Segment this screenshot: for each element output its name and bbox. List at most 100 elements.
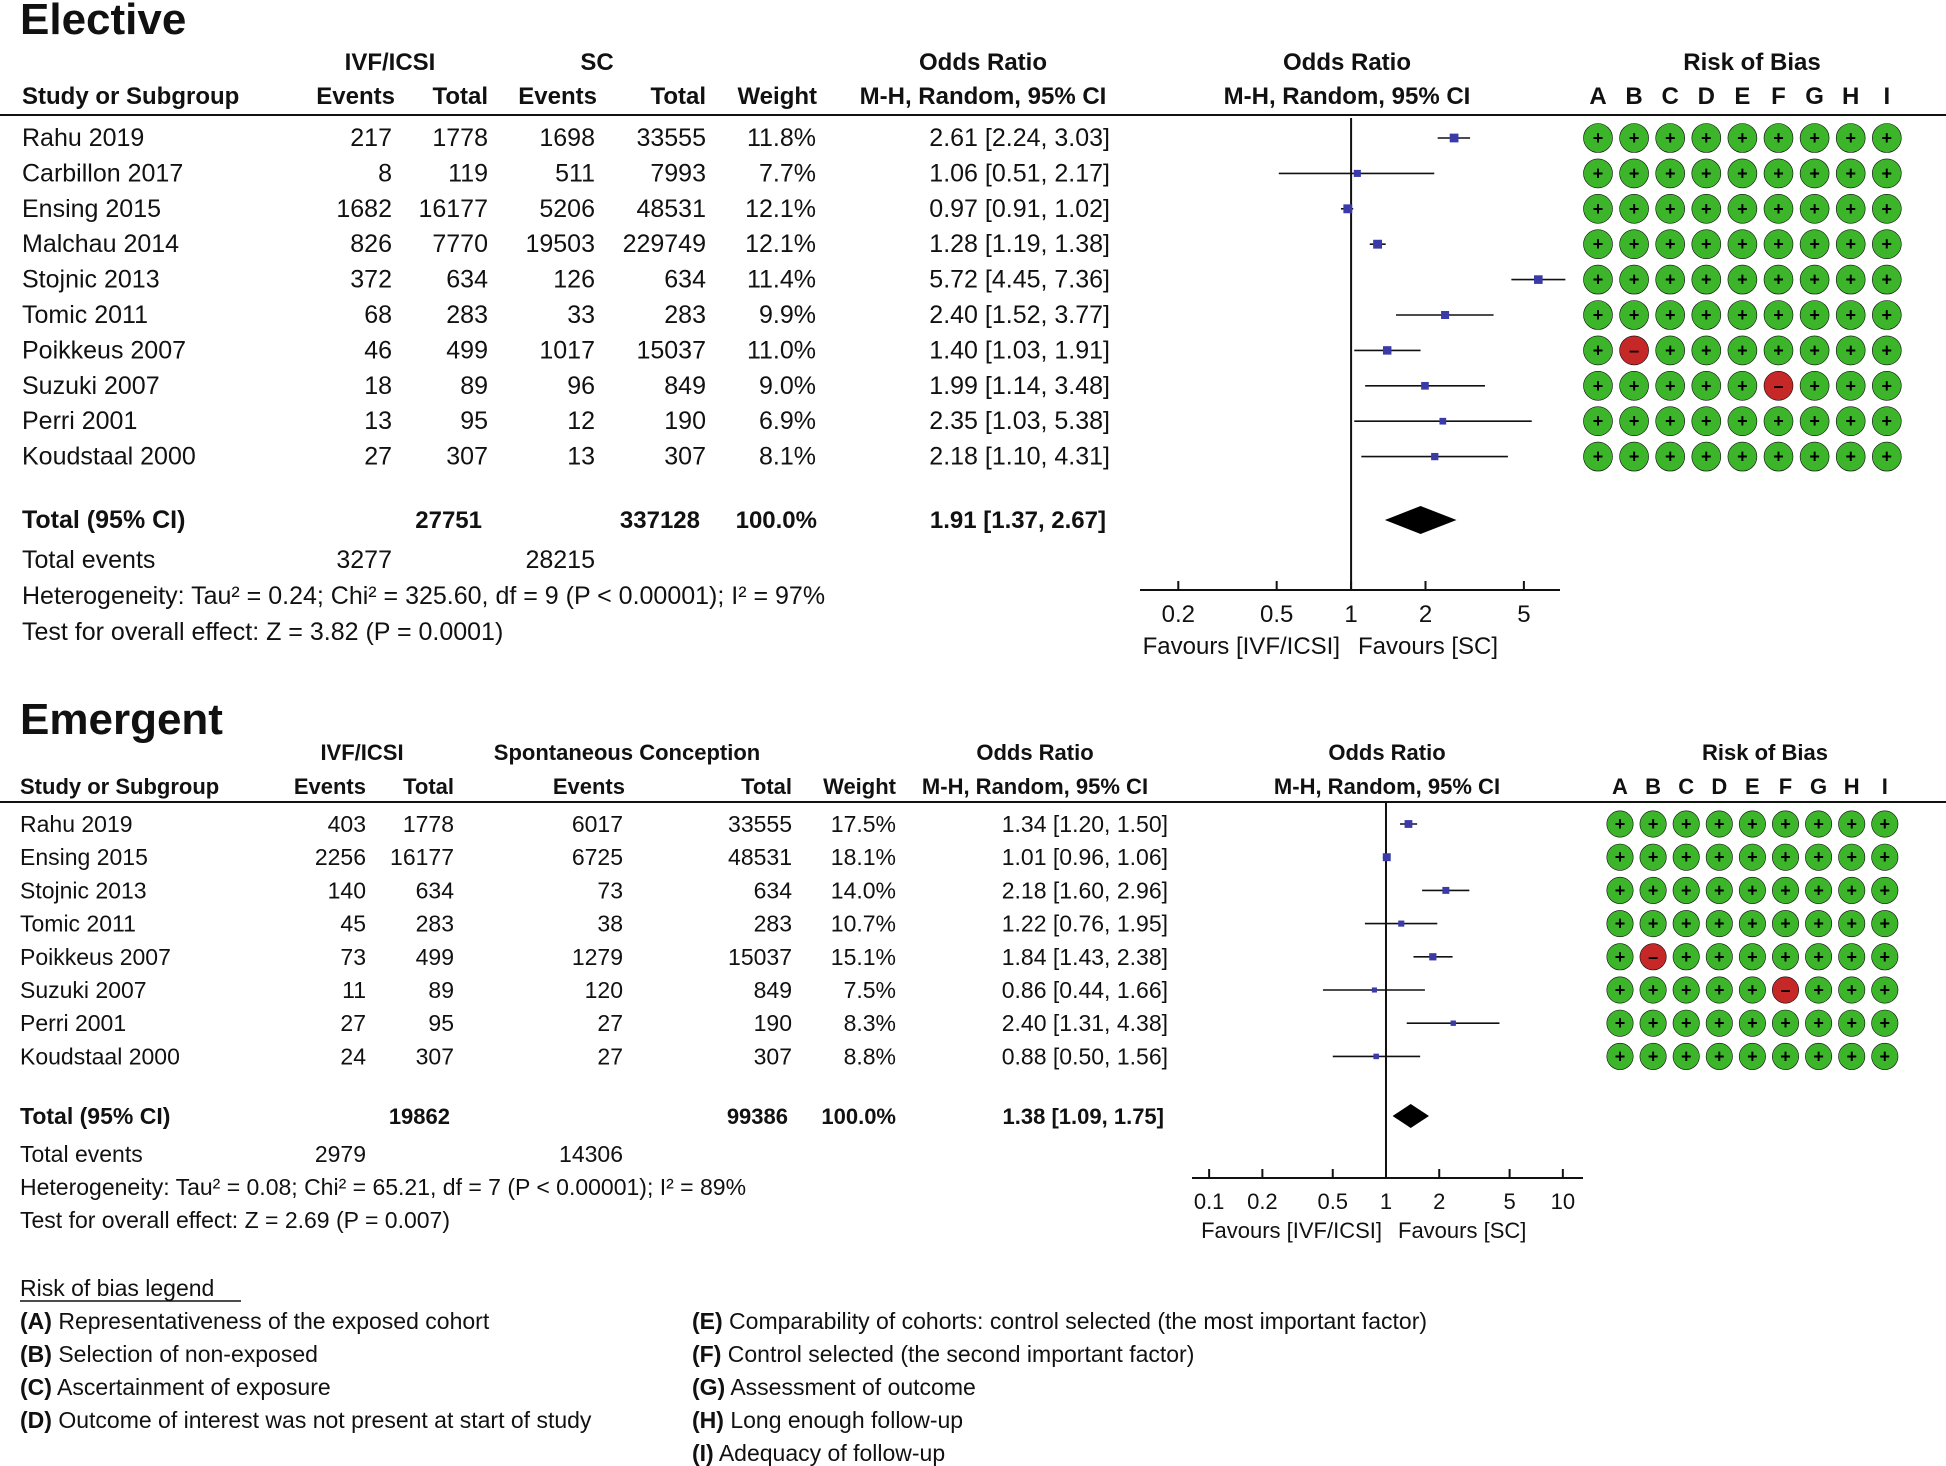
low-risk-icon xyxy=(1835,335,1866,366)
bias-judgement-symbol: + xyxy=(1845,163,1856,183)
bias-judgement-symbol: + xyxy=(1882,270,1893,290)
weight-cell: 11.4% xyxy=(747,266,816,294)
bias-judgement-symbol: + xyxy=(1593,163,1604,183)
total2-cell: 190 xyxy=(754,1010,792,1036)
bias-judgement-symbol: + xyxy=(1809,340,1820,360)
weight-cell: 18.1% xyxy=(831,844,896,870)
bias-judgement-symbol: + xyxy=(1845,340,1856,360)
bias-domain-letter: A xyxy=(1589,83,1606,110)
bias-judgement-symbol: + xyxy=(1648,814,1659,834)
study-row: Suzuki 2007 18 89 96 849 9.0% 1.99 [1.14, 3.48… xyxy=(22,370,1902,401)
low-risk-icon xyxy=(1799,406,1830,437)
bias-judgement-symbol: + xyxy=(1813,847,1824,867)
total2-cell: 283 xyxy=(754,911,792,937)
bias-judgement-symbol: – xyxy=(1780,980,1790,1000)
low-risk-icon xyxy=(1772,810,1800,838)
total2-cell: 229749 xyxy=(623,230,706,258)
panel-title: Elective xyxy=(20,0,186,44)
bias-judgement-symbol: + xyxy=(1747,947,1758,967)
x-tick-label: 1 xyxy=(1344,601,1357,628)
bias-judgement-symbol: + xyxy=(1681,814,1692,834)
events1-column-header: Events xyxy=(294,774,366,799)
low-risk-icon xyxy=(1738,976,1766,1004)
bias-judgement-symbol: + xyxy=(1665,447,1676,467)
low-risk-icon xyxy=(1672,810,1700,838)
total1-sum: 27751 xyxy=(415,507,482,534)
low-risk-icon xyxy=(1772,843,1800,871)
odds-ratio-ci-cell: 1.06 [0.51, 2.17] xyxy=(929,159,1110,187)
low-risk-icon xyxy=(1799,264,1830,295)
total2-cell: 48531 xyxy=(636,195,706,223)
bias-judgement-symbol: + xyxy=(1773,199,1784,219)
panel-title: Emergent xyxy=(20,695,223,744)
low-risk-icon xyxy=(1727,123,1758,153)
legend-key: (H) xyxy=(692,1407,724,1433)
low-risk-icon xyxy=(1772,943,1800,971)
events2-cell: 5206 xyxy=(539,195,595,223)
low-risk-icon xyxy=(1583,300,1613,330)
bias-judgement-symbol: + xyxy=(1880,914,1891,934)
bias-judgement-symbol: + xyxy=(1593,340,1604,360)
low-risk-icon xyxy=(1738,1009,1766,1037)
plot-odds-ratio-header: Odds Ratio xyxy=(1328,740,1445,765)
bias-judgement-symbol: + xyxy=(1714,947,1725,967)
x-tick-label: 5 xyxy=(1503,1189,1515,1214)
low-risk-icon xyxy=(1691,406,1722,437)
low-risk-icon xyxy=(1672,1009,1700,1037)
weight-cell: 7.7% xyxy=(759,159,816,187)
events2-cell: 126 xyxy=(553,266,595,294)
bias-judgement-symbol: + xyxy=(1681,914,1692,934)
low-risk-icon xyxy=(1691,335,1722,366)
bias-judgement-symbol: + xyxy=(1773,411,1784,431)
bias-judgement-symbol: + xyxy=(1648,1013,1659,1033)
low-risk-icon xyxy=(1799,158,1830,189)
events2-cell: 73 xyxy=(597,877,623,903)
study-name: Poikkeus 2007 xyxy=(20,944,171,970)
bias-domain-letter: D xyxy=(1711,774,1727,799)
legend-key: (I) xyxy=(692,1440,714,1466)
low-risk-icon xyxy=(1691,441,1722,472)
study-row: Perri 2001 27 95 27 190 8.3% 2.40 [1.31, 4.38]… xyxy=(20,1009,1899,1037)
bias-judgement-symbol: + xyxy=(1665,234,1676,254)
risk-of-bias-header: Risk of Bias xyxy=(1702,740,1828,765)
low-risk-icon xyxy=(1727,194,1758,224)
legend-text: Control selected (the second important f… xyxy=(721,1341,1194,1367)
low-risk-icon xyxy=(1583,229,1613,259)
low-risk-icon xyxy=(1763,194,1794,224)
bias-judgement-symbol: + xyxy=(1615,914,1626,934)
pooled-effect-diamond xyxy=(1392,1104,1429,1128)
low-risk-icon xyxy=(1606,943,1634,971)
bias-judgement-symbol: + xyxy=(1737,305,1748,325)
high-risk-icon xyxy=(1639,943,1667,971)
total1-column-header: Total xyxy=(432,83,488,110)
bias-judgement-symbol: + xyxy=(1629,199,1640,219)
bias-judgement-symbol: + xyxy=(1809,199,1820,219)
low-risk-icon xyxy=(1672,910,1700,938)
low-risk-icon xyxy=(1705,943,1733,971)
bias-judgement-symbol: + xyxy=(1846,947,1857,967)
legend-key: (G) xyxy=(692,1374,725,1400)
bias-judgement-symbol: + xyxy=(1773,305,1784,325)
bias-domain-letter: F xyxy=(1779,774,1792,799)
low-risk-icon xyxy=(1583,370,1613,401)
low-risk-icon xyxy=(1705,910,1733,938)
study-name: Koudstaal 2000 xyxy=(22,443,196,471)
low-risk-icon xyxy=(1805,876,1833,904)
legend-text: Outcome of interest was not present at s… xyxy=(52,1407,592,1433)
low-risk-icon xyxy=(1672,976,1700,1004)
bias-judgement-symbol: + xyxy=(1773,270,1784,290)
x-tick-label: 1 xyxy=(1380,1189,1392,1214)
pooled-odds-ratio: 1.38 [1.09, 1.75] xyxy=(1003,1104,1164,1129)
bias-judgement-symbol: + xyxy=(1737,411,1748,431)
events1-cell: 8 xyxy=(378,159,392,187)
effect-marker xyxy=(1441,310,1450,320)
bias-judgement-symbol: + xyxy=(1845,447,1856,467)
study-name: Poikkeus 2007 xyxy=(22,336,186,364)
events2-cell: 1698 xyxy=(539,124,595,152)
low-risk-icon xyxy=(1655,229,1685,259)
low-risk-icon xyxy=(1805,843,1833,871)
total2-sum: 99386 xyxy=(727,1104,788,1129)
total-label: Total (95% CI) xyxy=(22,506,185,534)
bias-judgement-symbol: + xyxy=(1846,1013,1857,1033)
low-risk-icon xyxy=(1672,943,1700,971)
